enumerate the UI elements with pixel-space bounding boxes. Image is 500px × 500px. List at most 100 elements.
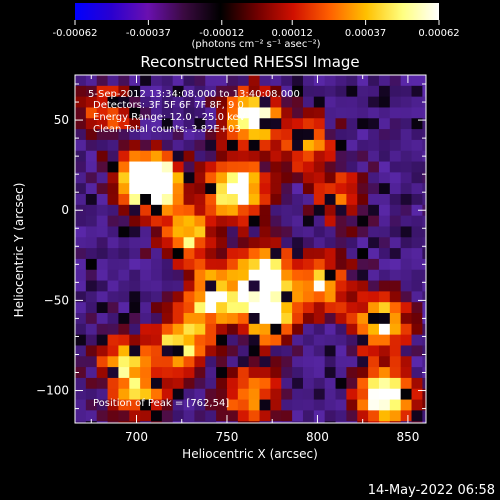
heatmap-cell xyxy=(411,388,423,401)
heatmap-cell xyxy=(270,139,282,152)
heatmap-cell xyxy=(205,161,217,173)
heatmap-cell xyxy=(172,388,185,401)
heatmap-cell xyxy=(237,183,250,195)
heatmap-cell xyxy=(259,183,272,195)
heatmap-cell xyxy=(281,204,293,217)
heatmap-cell xyxy=(226,129,239,141)
heatmap-cell xyxy=(270,432,281,443)
heatmap-cell xyxy=(161,107,174,119)
heatmap-cell xyxy=(226,345,239,357)
heatmap-cell xyxy=(129,323,141,336)
heatmap-cell xyxy=(292,302,304,314)
heatmap-cell xyxy=(389,183,402,195)
heatmap-cell xyxy=(270,204,282,217)
heatmap-cell xyxy=(194,194,206,206)
heatmap-cell xyxy=(313,194,326,206)
colorbar-tick-label: 0.00037 xyxy=(345,28,386,39)
heatmap-cell xyxy=(129,129,141,141)
heatmap-cell xyxy=(118,302,130,314)
heatmap-cell xyxy=(281,313,293,325)
heatmap-cell xyxy=(313,410,326,422)
heatmap-cell xyxy=(313,248,326,260)
heatmap-cell xyxy=(357,377,369,390)
heatmap-cell xyxy=(433,302,444,313)
heatmap-cell xyxy=(302,367,315,379)
heatmap-cell xyxy=(302,226,315,238)
heatmap-cell xyxy=(422,139,426,152)
heatmap-cell xyxy=(226,183,239,195)
heatmap-cell xyxy=(172,118,185,130)
heatmap-cell xyxy=(313,367,326,379)
heatmap-cell xyxy=(368,367,380,379)
heatmap-cell xyxy=(248,280,261,292)
heatmap-cell xyxy=(335,237,347,249)
heatmap-cell xyxy=(259,399,272,411)
heatmap-cell xyxy=(194,183,206,195)
heatmap-cell xyxy=(281,194,293,206)
heatmap-cell xyxy=(270,226,282,238)
x-tick-label: 850 xyxy=(396,430,419,444)
heatmap-cell xyxy=(389,215,402,228)
heatmap-cell xyxy=(85,194,98,206)
heatmap-cell xyxy=(346,356,358,368)
heatmap-cell xyxy=(96,237,109,249)
heatmap-cell xyxy=(183,280,196,292)
heatmap-cell xyxy=(107,226,120,238)
heatmap-cell xyxy=(346,107,358,119)
heatmap-cell xyxy=(75,377,87,390)
heatmap-cell xyxy=(346,377,358,390)
heatmap-cell xyxy=(237,258,250,271)
x-tick-label: 700 xyxy=(125,430,148,444)
heatmap-cell xyxy=(248,334,261,347)
heatmap-cell xyxy=(400,129,413,141)
heatmap-cell xyxy=(433,205,444,216)
heatmap-cell xyxy=(313,96,326,109)
heatmap-cell xyxy=(194,215,206,228)
heatmap-cell xyxy=(400,388,413,401)
heatmap-cell xyxy=(324,356,337,368)
heatmap-cell xyxy=(75,96,87,109)
heatmap-cell xyxy=(161,129,174,141)
heatmap-cell xyxy=(389,323,402,336)
heatmap-cell xyxy=(324,421,337,423)
heatmap-cell xyxy=(96,150,109,163)
heatmap-cell xyxy=(129,85,141,98)
heatmap-cell xyxy=(172,269,185,282)
heatmap-cell xyxy=(129,226,141,238)
heatmap-cell xyxy=(226,313,239,325)
heatmap-cell xyxy=(205,215,217,228)
heatmap-cell xyxy=(107,421,120,423)
heatmap-cell xyxy=(324,291,337,303)
heatmap-cell xyxy=(118,183,130,195)
heatmap-cell xyxy=(400,150,413,163)
heatmap-cell xyxy=(368,226,380,238)
heatmap-cell xyxy=(172,150,185,163)
heatmap-cell xyxy=(433,389,444,400)
heatmap-cell xyxy=(259,237,272,249)
heatmap-cell xyxy=(75,215,87,228)
heatmap-cell xyxy=(378,248,391,260)
heatmap-cell xyxy=(422,248,426,260)
heatmap-cell xyxy=(389,302,402,314)
heatmap-cell xyxy=(335,96,347,109)
heatmap-cell xyxy=(302,345,315,357)
heatmap-cell xyxy=(172,215,185,228)
heatmap-cell xyxy=(75,226,87,238)
heatmap-cell xyxy=(237,161,250,173)
heatmap-cell xyxy=(400,96,413,109)
heatmap-cell xyxy=(270,75,282,87)
heatmap-cell xyxy=(357,204,369,217)
heatmap-cell xyxy=(357,150,369,163)
heatmap-cell xyxy=(292,377,304,390)
heatmap-cell xyxy=(129,291,141,303)
heatmap-cell xyxy=(129,215,141,228)
heatmap-cell xyxy=(346,129,358,141)
heatmap-cell xyxy=(75,367,87,379)
heatmap-cell xyxy=(237,172,250,184)
heatmap-cell xyxy=(194,388,206,401)
heatmap-cell xyxy=(85,183,98,195)
heatmap-cell xyxy=(96,85,109,98)
heatmap-cell xyxy=(129,118,141,130)
heatmap-cell xyxy=(150,204,163,217)
heatmap-cell xyxy=(292,345,304,357)
